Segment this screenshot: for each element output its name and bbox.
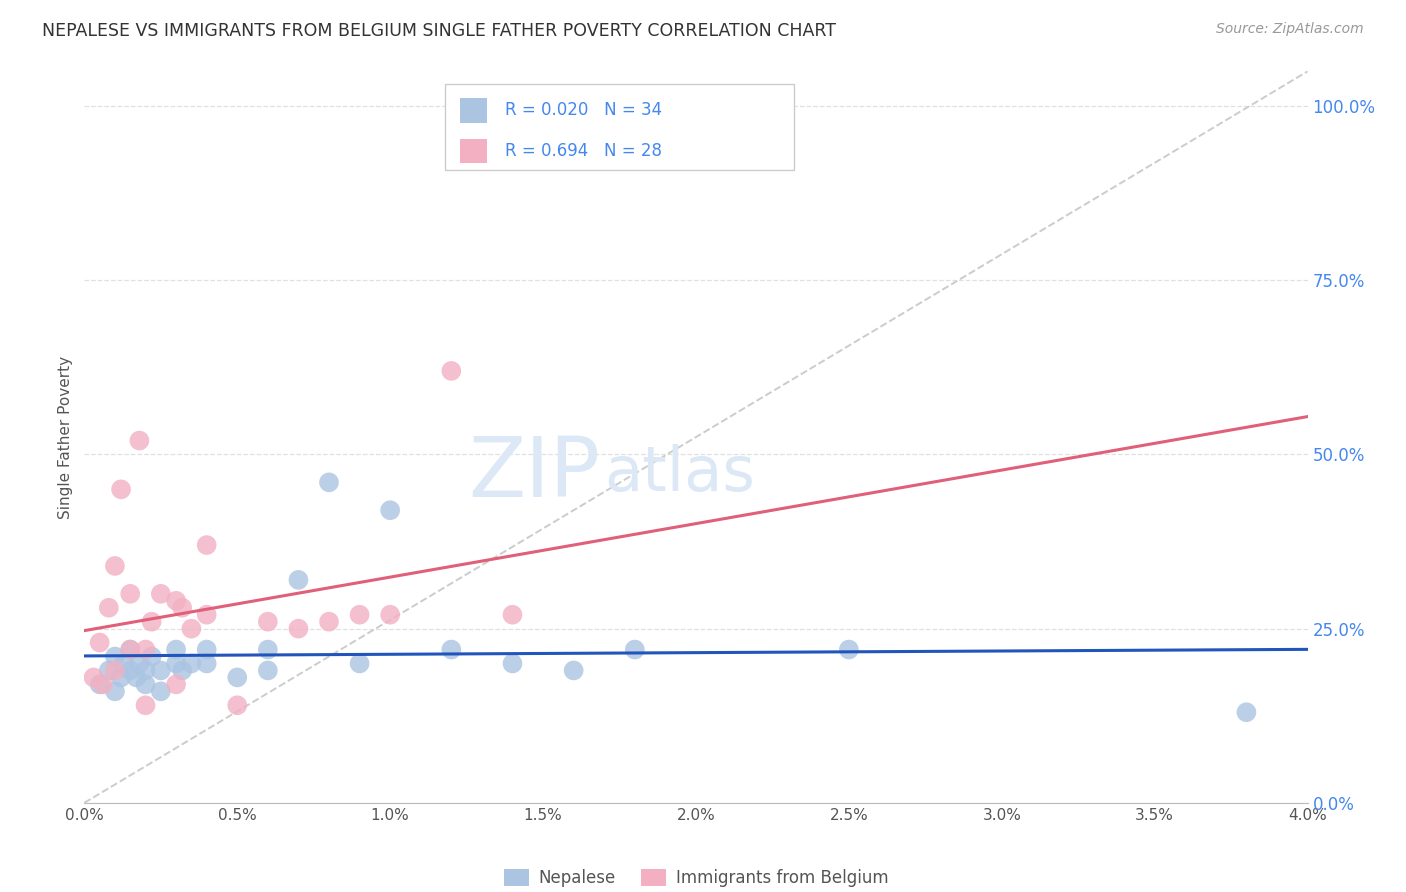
Point: [165, 642, 187, 657]
Y-axis label: Single Father Poverty: Single Father Poverty: [58, 356, 73, 518]
Point: [502, 657, 524, 671]
Point: [104, 684, 127, 698]
Point: [562, 664, 585, 678]
Point: [141, 615, 163, 629]
Point: [1236, 705, 1258, 719]
Point: [165, 677, 187, 691]
Point: [380, 607, 402, 622]
Point: [149, 684, 172, 698]
Point: [120, 664, 142, 678]
Point: [624, 642, 647, 657]
Point: [120, 642, 142, 657]
FancyBboxPatch shape: [460, 98, 486, 122]
Point: [349, 607, 371, 622]
Point: [380, 503, 402, 517]
Point: [149, 587, 172, 601]
Text: atlas: atlas: [605, 443, 755, 504]
Point: [110, 670, 132, 684]
Point: [141, 649, 163, 664]
Text: ZIP: ZIP: [468, 434, 600, 514]
Point: [120, 642, 142, 657]
Point: [104, 558, 127, 573]
Point: [195, 538, 218, 552]
Point: [318, 615, 340, 629]
Point: [97, 600, 120, 615]
Point: [135, 698, 157, 713]
Point: [440, 364, 463, 378]
Point: [91, 677, 114, 691]
Point: [110, 483, 132, 497]
Point: [226, 670, 249, 684]
Point: [195, 607, 218, 622]
Point: [195, 642, 218, 657]
Point: [125, 670, 148, 684]
Point: [104, 649, 127, 664]
Point: [440, 642, 463, 657]
Point: [172, 600, 194, 615]
Point: [97, 664, 120, 678]
Point: [226, 698, 249, 713]
FancyBboxPatch shape: [460, 138, 486, 163]
Point: [104, 664, 127, 678]
Point: [135, 642, 157, 657]
Point: [112, 657, 135, 671]
Point: [257, 615, 280, 629]
Point: [180, 622, 202, 636]
Point: [128, 434, 150, 448]
Text: NEPALESE VS IMMIGRANTS FROM BELGIUM SINGLE FATHER POVERTY CORRELATION CHART: NEPALESE VS IMMIGRANTS FROM BELGIUM SING…: [42, 22, 837, 40]
Point: [349, 657, 371, 671]
Point: [89, 635, 111, 649]
Point: [89, 677, 111, 691]
Point: [195, 657, 218, 671]
Point: [128, 657, 150, 671]
Text: R = 0.694   N = 28: R = 0.694 N = 28: [505, 142, 662, 160]
Point: [502, 607, 524, 622]
Point: [180, 657, 202, 671]
Point: [318, 475, 340, 490]
Text: Source: ZipAtlas.com: Source: ZipAtlas.com: [1216, 22, 1364, 37]
Point: [149, 664, 172, 678]
Point: [83, 670, 105, 684]
Point: [257, 664, 280, 678]
Point: [165, 657, 187, 671]
Point: [135, 664, 157, 678]
FancyBboxPatch shape: [446, 84, 794, 170]
Point: [135, 677, 157, 691]
Point: [287, 573, 309, 587]
Point: [287, 622, 309, 636]
Point: [838, 642, 860, 657]
Text: R = 0.020   N = 34: R = 0.020 N = 34: [505, 102, 662, 120]
Point: [120, 587, 142, 601]
Legend: Nepalese, Immigrants from Belgium: Nepalese, Immigrants from Belgium: [496, 863, 896, 892]
Point: [165, 594, 187, 608]
Point: [257, 642, 280, 657]
Point: [172, 664, 194, 678]
